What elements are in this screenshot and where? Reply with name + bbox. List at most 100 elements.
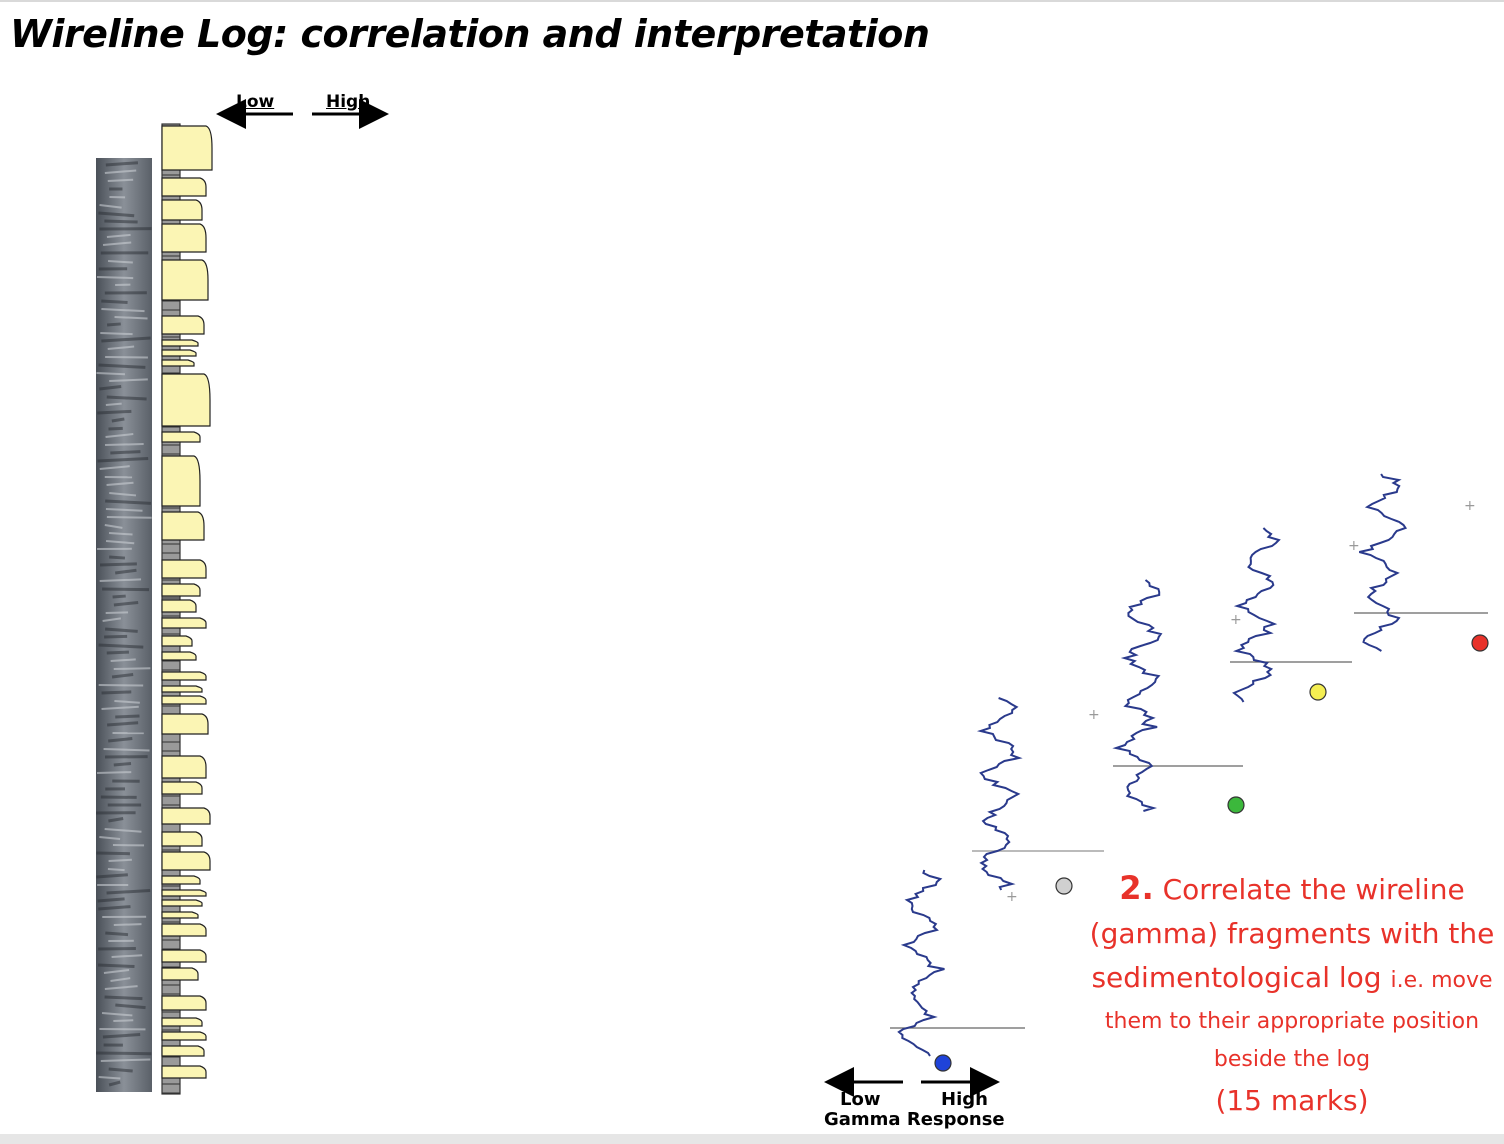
- rock-streak: [105, 931, 129, 937]
- rock-streak: [98, 363, 146, 369]
- sandstone-bed: [161, 511, 205, 541]
- rock-streak: [113, 761, 132, 767]
- sandstone-bed: [161, 559, 207, 579]
- sandstone-bed: [161, 635, 193, 647]
- rock-streak: [108, 737, 133, 743]
- rock-streak: [101, 308, 145, 313]
- gamma-low-label: Low: [840, 1089, 881, 1110]
- rock-streak: [105, 443, 144, 446]
- rock-streak: [106, 395, 147, 401]
- rock-streak: [98, 905, 131, 911]
- rock-streak: [104, 995, 143, 1001]
- rock-streak: [110, 450, 141, 455]
- plus-marker: +: [1464, 498, 1476, 514]
- rock-streak: [108, 858, 132, 862]
- rock-streak: [108, 532, 133, 536]
- rock-streak: [106, 322, 121, 327]
- rock-streak: [104, 219, 138, 224]
- rock-streak: [104, 169, 137, 174]
- rock-streak: [115, 714, 140, 719]
- sandstone-bed: [161, 1065, 207, 1079]
- sandstone-bed: [161, 713, 209, 735]
- plus-marker: +: [1006, 889, 1018, 905]
- gamma-fragment-red[interactable]: +: [1354, 473, 1489, 652]
- rock-streak: [99, 385, 122, 391]
- gamma-high-label: High: [941, 1089, 988, 1110]
- instruction-line4: them to their appropriate position: [1104, 1009, 1480, 1034]
- rock-streak: [101, 705, 139, 710]
- sandstone-bed: [161, 431, 201, 443]
- rock-streak: [107, 345, 135, 350]
- rock-streak: [114, 316, 148, 320]
- rock-streak: [106, 889, 151, 895]
- rock-streak: [98, 211, 135, 218]
- sandstone-bed: [161, 651, 197, 661]
- rock-streak: [107, 721, 139, 727]
- gamma-fragment-green[interactable]: +: [1112, 579, 1245, 814]
- sandstone-bed: [161, 923, 207, 937]
- sandstone-bed: [161, 695, 207, 705]
- rock-streak: [110, 658, 136, 662]
- sandstone-bed: [161, 967, 199, 981]
- rock-streak: [99, 204, 122, 209]
- instruction-line5: beside the log: [1213, 1047, 1371, 1072]
- rock-streak: [107, 178, 134, 182]
- sandstone-bed: [161, 1031, 207, 1041]
- sandstone-bed: [161, 949, 207, 963]
- sandstone-bed: [161, 339, 199, 347]
- rock-streak: [108, 1080, 121, 1087]
- sedimentological-log: [161, 123, 213, 1095]
- gamma-fragment-blue[interactable]: +: [890, 869, 1025, 1072]
- fragment-marker-red[interactable]: [1471, 634, 1489, 652]
- rock-streak: [102, 587, 150, 592]
- sandstone-bed: [161, 781, 203, 795]
- sandstone-bed: [161, 995, 207, 1011]
- rock-streak: [96, 276, 134, 280]
- rock-streak: [105, 540, 135, 545]
- rock-streak: [102, 1033, 141, 1039]
- sandstone-bed: [161, 851, 211, 871]
- rock-streak: [101, 1012, 133, 1017]
- rock-streak: [114, 700, 140, 704]
- rock-streak: [113, 601, 139, 607]
- rock-streak: [110, 977, 131, 982]
- fragment-marker-blue[interactable]: [934, 1054, 952, 1072]
- rock-streak: [101, 299, 128, 304]
- rock-streak: [109, 555, 126, 560]
- sandstone-bed: [161, 583, 201, 597]
- rock-streak: [103, 969, 130, 974]
- rock-streak: [105, 499, 152, 505]
- gamma-fragment-yellow[interactable]: +: [1230, 527, 1360, 703]
- rock-streak: [96, 873, 128, 879]
- rock-streak: [99, 578, 142, 582]
- sandstone-bed: [161, 199, 203, 221]
- rock-streak: [105, 356, 148, 359]
- gamma-fragment-grey[interactable]: +: [972, 697, 1104, 895]
- rock-streak: [108, 817, 124, 823]
- fragment-marker-grey[interactable]: [1055, 877, 1073, 895]
- rock-streak: [98, 1076, 121, 1080]
- rock-streak: [109, 378, 148, 382]
- gamma-curve: [976, 697, 1023, 891]
- rock-streak: [115, 1003, 146, 1010]
- plus-marker: +: [1088, 707, 1100, 723]
- rock-streak: [111, 417, 125, 423]
- rock-streak: [105, 508, 143, 512]
- rock-streak: [106, 650, 129, 655]
- rock-streak: [105, 611, 129, 614]
- sandstone-bed: [161, 1045, 205, 1057]
- sandstone-bed: [161, 349, 197, 357]
- sandstone-bed: [161, 671, 207, 681]
- rock-streak: [106, 481, 134, 486]
- sandstone-bed: [161, 373, 211, 427]
- gamma-curve: [897, 869, 945, 1057]
- rock-streak: [97, 456, 149, 463]
- rock-streak: [106, 233, 131, 238]
- sandstone-bed: [161, 455, 201, 507]
- fragment-marker-green[interactable]: [1227, 796, 1245, 814]
- sandstone-bed: [161, 599, 197, 613]
- fragment-marker-yellow[interactable]: [1309, 683, 1327, 701]
- instruction-line3-small: i.e. move: [1390, 968, 1493, 993]
- gamma-response-caption: Gamma Response: [824, 1109, 1005, 1130]
- instruction-line1: Correlate the wireline: [1162, 873, 1465, 906]
